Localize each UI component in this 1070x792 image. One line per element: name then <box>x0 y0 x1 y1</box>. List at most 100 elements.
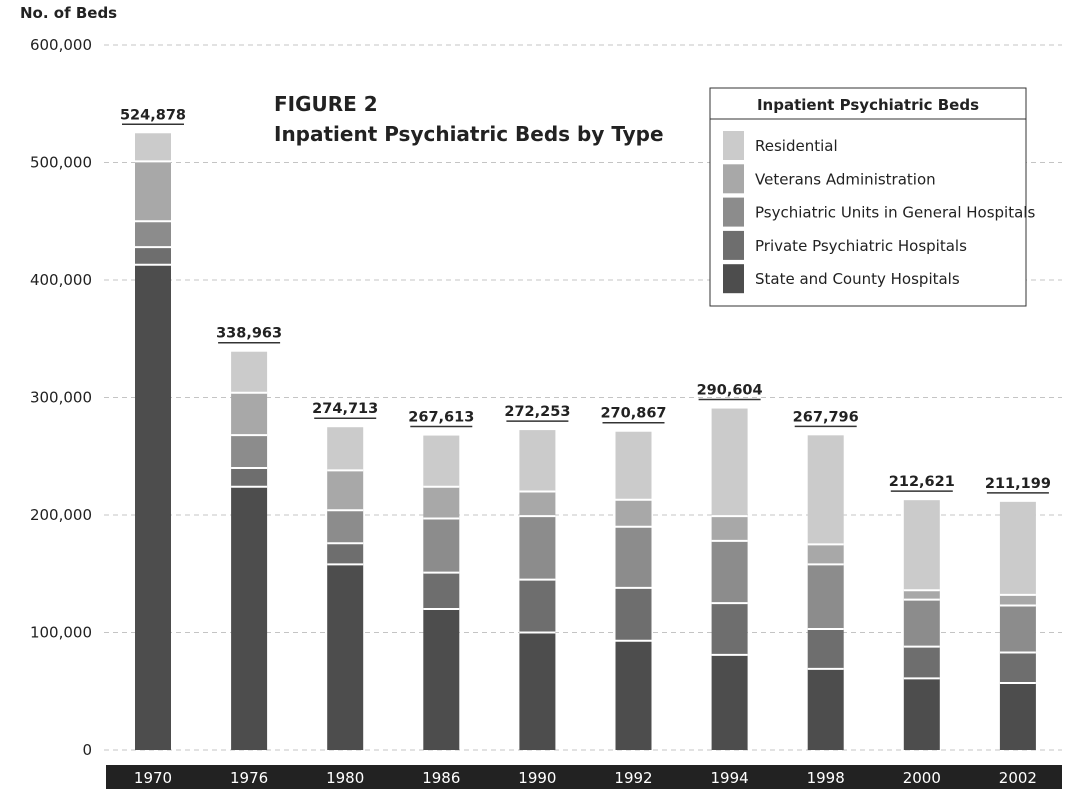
x-tick-label: 1990 <box>518 769 556 787</box>
x-axis-ticks: 1970 1976 1980 1986 1990 1992 1994 1998 2000 2002 <box>134 769 1037 787</box>
legend-items: Residential Veterans Administration Psychi… <box>723 131 1035 294</box>
bar-segment <box>807 628 844 669</box>
bar-segment <box>327 564 364 750</box>
bar-segment <box>519 491 556 517</box>
bar-segment <box>519 430 556 492</box>
bar-segment <box>711 603 748 655</box>
legend-swatch <box>723 264 744 294</box>
bar-segment <box>711 654 748 750</box>
bar-segment <box>807 544 844 565</box>
y-axis-ticks: 0 100,000 200,000 300,000 400,000 500,000 600,… <box>30 36 92 759</box>
bar-segment <box>903 590 940 600</box>
y-tick-label: 400,000 <box>30 271 92 289</box>
bars <box>135 133 1036 750</box>
bar-segment <box>135 221 171 248</box>
total-label: 267,613 <box>408 410 474 426</box>
bar-segment <box>999 683 1036 750</box>
gridlines <box>104 44 1062 751</box>
bar-segment <box>903 678 940 750</box>
total-label: 290,604 <box>697 383 763 399</box>
y-axis-label: No. of Beds <box>20 4 117 22</box>
bar-segment <box>231 392 268 436</box>
bar-segment <box>999 605 1036 653</box>
x-tick-label: 1980 <box>326 769 364 787</box>
legend-label: Psychiatric Units in General Hospitals <box>755 204 1035 222</box>
y-tick-label: 500,000 <box>30 154 92 172</box>
bar-segment <box>423 435 460 487</box>
total-label: 211,199 <box>985 476 1051 492</box>
bar-segment <box>807 668 844 750</box>
bar-segment <box>999 652 1036 684</box>
legend-label: Private Psychiatric Hospitals <box>755 237 967 255</box>
bar-segment <box>711 516 748 541</box>
bar-segment <box>519 579 556 633</box>
total-label: 212,621 <box>889 474 955 490</box>
bar-segment <box>135 247 171 265</box>
bar-segment <box>135 133 171 162</box>
x-tick-label: 1998 <box>807 769 845 787</box>
total-labels: 524,878 338,963 274,713 267,613 272,253 270,8… <box>120 107 1051 494</box>
legend-swatch <box>723 230 744 260</box>
bar-segment <box>615 499 652 527</box>
x-tick-label: 1992 <box>614 769 652 787</box>
figure-label: FIGURE 2 <box>274 92 378 116</box>
bar-segment <box>999 501 1036 595</box>
bar-segment <box>615 640 652 750</box>
bar-segment <box>903 599 940 647</box>
y-tick-label: 200,000 <box>30 506 92 524</box>
bar-segment <box>519 632 556 750</box>
bar-segment <box>615 431 652 500</box>
bar-segment <box>423 518 460 573</box>
bar-segment <box>327 427 364 471</box>
bar-segment <box>711 408 748 517</box>
legend: Inpatient Psychiatric Beds Residential Ve… <box>709 87 1035 307</box>
bar-segment <box>327 543 364 565</box>
total-label: 524,878 <box>120 107 186 123</box>
total-label: 338,963 <box>216 326 282 342</box>
bar-segment <box>423 486 460 519</box>
bar-segment <box>423 572 460 609</box>
bar-segment <box>231 468 268 487</box>
legend-label: Veterans Administration <box>755 170 936 188</box>
bar-segment <box>615 587 652 641</box>
y-tick-label: 300,000 <box>30 389 92 407</box>
bar-segment <box>903 646 940 679</box>
chart-title: Inpatient Psychiatric Beds by Type <box>274 122 664 146</box>
x-tick-label: 2000 <box>903 769 941 787</box>
bar-segment <box>903 500 940 591</box>
x-tick-label: 1976 <box>230 769 268 787</box>
y-tick-label: 0 <box>82 741 92 759</box>
bar-segment <box>711 540 748 604</box>
total-label: 267,796 <box>793 409 859 425</box>
bar-segment <box>807 564 844 629</box>
legend-swatch <box>723 197 744 227</box>
legend-title: Inpatient Psychiatric Beds <box>757 96 979 114</box>
bar-segment <box>231 351 268 393</box>
legend-box <box>709 87 1027 307</box>
legend-swatch <box>723 164 744 194</box>
total-label: 270,867 <box>600 406 666 422</box>
x-tick-label: 1994 <box>711 769 749 787</box>
y-tick-label: 100,000 <box>30 624 92 642</box>
bar-segment <box>999 594 1036 606</box>
bar-segment <box>423 609 460 750</box>
bar-segment <box>135 264 171 750</box>
bar-segment <box>615 526 652 588</box>
legend-swatch <box>723 131 744 160</box>
bar-segment <box>519 516 556 580</box>
x-tick-label: 2002 <box>999 769 1037 787</box>
bar-segment <box>327 470 364 511</box>
bar-segment <box>231 435 268 468</box>
total-label: 272,253 <box>504 404 570 420</box>
bar-segment <box>135 161 171 222</box>
total-label: 274,713 <box>312 401 378 417</box>
bar-segment <box>327 510 364 544</box>
bar-segment <box>231 486 268 750</box>
x-axis-band <box>106 765 1062 789</box>
y-tick-label: 600,000 <box>30 36 92 54</box>
bar-segment <box>807 435 844 545</box>
x-tick-label: 1970 <box>134 769 172 787</box>
legend-label: State and County Hospitals <box>755 270 960 288</box>
legend-label: Residential <box>755 137 838 155</box>
